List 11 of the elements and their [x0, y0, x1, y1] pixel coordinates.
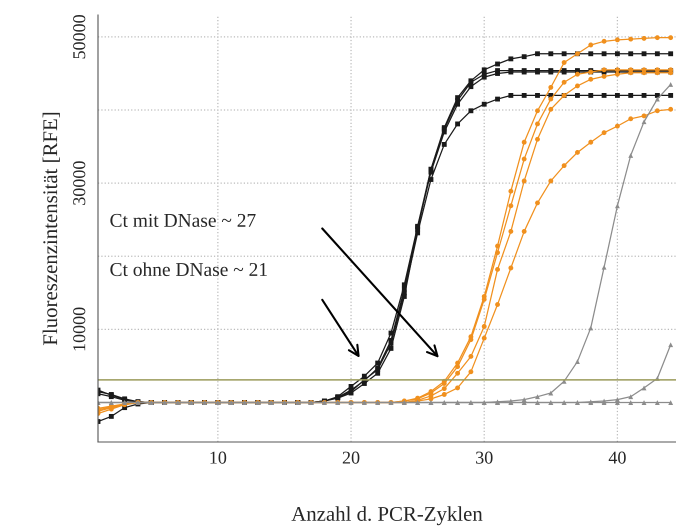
x-tick-label: 30	[476, 452, 493, 464]
y-tick-label: 10000	[73, 308, 86, 350]
x-axis-title: Anzahl d. PCR-Zyklen	[291, 506, 482, 526]
x-tick-label: 10	[210, 452, 226, 464]
y-tick-label: 50000	[73, 15, 86, 58]
x-tick-label: 40	[608, 452, 626, 464]
y-axis-title: Fluoreszenzintensität [RFE]	[42, 112, 60, 346]
annotation: Ct mit DNase ~ 27	[110, 214, 256, 227]
y-tick-label: 30000	[73, 161, 86, 205]
x-tick-label: 20	[342, 452, 360, 464]
annotation: Ct ohne DNase ~ 21	[110, 262, 267, 276]
